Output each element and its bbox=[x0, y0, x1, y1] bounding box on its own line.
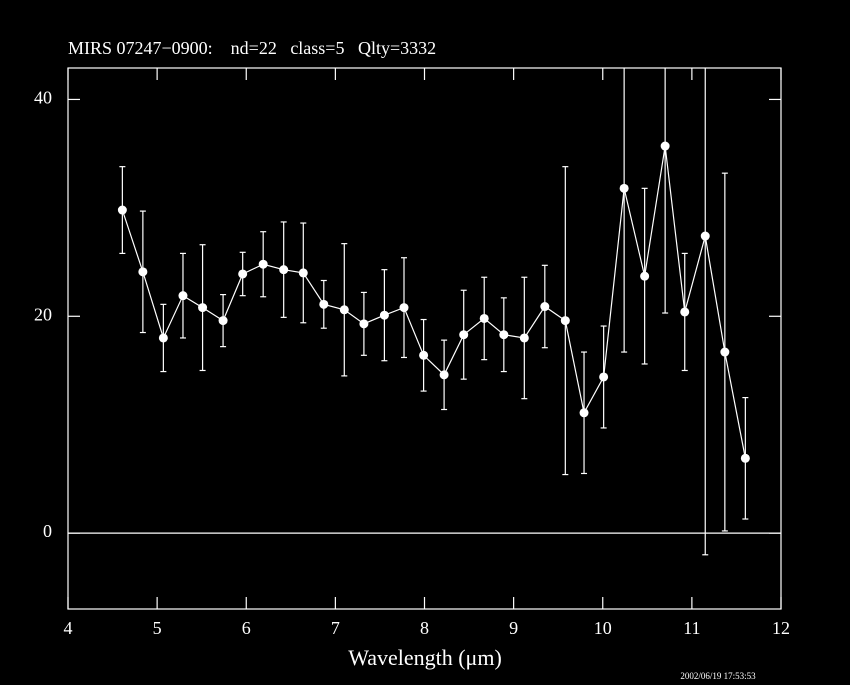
chart-title: MIRS 07247−0900: nd=22 class=5 Qlty=3332 bbox=[68, 38, 436, 58]
marker bbox=[258, 259, 268, 269]
x-tick-label: 11 bbox=[683, 618, 700, 638]
marker bbox=[399, 303, 409, 313]
marker bbox=[740, 453, 750, 463]
marker bbox=[298, 268, 308, 278]
marker bbox=[499, 330, 509, 340]
x-tick-label: 4 bbox=[64, 618, 73, 638]
x-tick-label: 8 bbox=[420, 618, 429, 638]
y-tick-label: 0 bbox=[43, 521, 52, 541]
marker bbox=[560, 316, 570, 326]
data-line bbox=[121, 145, 746, 459]
marker bbox=[439, 370, 449, 380]
marker bbox=[178, 291, 188, 301]
marker bbox=[660, 141, 670, 151]
x-tick-label: 5 bbox=[153, 618, 162, 638]
plot-area bbox=[117, 68, 750, 556]
marker bbox=[680, 307, 690, 317]
x-tick-label: 12 bbox=[772, 618, 790, 638]
marker bbox=[419, 350, 429, 360]
marker bbox=[359, 319, 369, 329]
marker bbox=[379, 310, 389, 320]
x-axis-label: Wavelength (μm) bbox=[348, 645, 502, 670]
marker bbox=[599, 372, 609, 382]
marker bbox=[319, 299, 329, 309]
marker bbox=[117, 205, 127, 215]
marker bbox=[138, 267, 148, 277]
x-tick-label: 10 bbox=[594, 618, 612, 638]
marker bbox=[218, 316, 228, 326]
marker bbox=[339, 305, 349, 315]
x-tick-label: 6 bbox=[242, 618, 251, 638]
timestamp: 2002/06/19 17:53:53 bbox=[680, 671, 756, 680]
plot-frame bbox=[67, 67, 782, 610]
marker bbox=[619, 183, 629, 193]
marker bbox=[459, 330, 469, 340]
y-tick-label: 40 bbox=[34, 88, 52, 108]
marker bbox=[158, 333, 168, 343]
x-tick-label: 9 bbox=[509, 618, 518, 638]
marker bbox=[198, 303, 208, 313]
marker bbox=[700, 231, 710, 241]
marker bbox=[540, 302, 550, 312]
marker bbox=[640, 271, 650, 281]
marker bbox=[579, 408, 589, 418]
marker bbox=[479, 313, 489, 323]
marker bbox=[279, 265, 289, 275]
marker bbox=[720, 347, 730, 357]
marker bbox=[519, 333, 529, 343]
x-tick-label: 7 bbox=[331, 618, 340, 638]
marker bbox=[238, 269, 248, 279]
y-tick-label: 20 bbox=[34, 304, 52, 324]
